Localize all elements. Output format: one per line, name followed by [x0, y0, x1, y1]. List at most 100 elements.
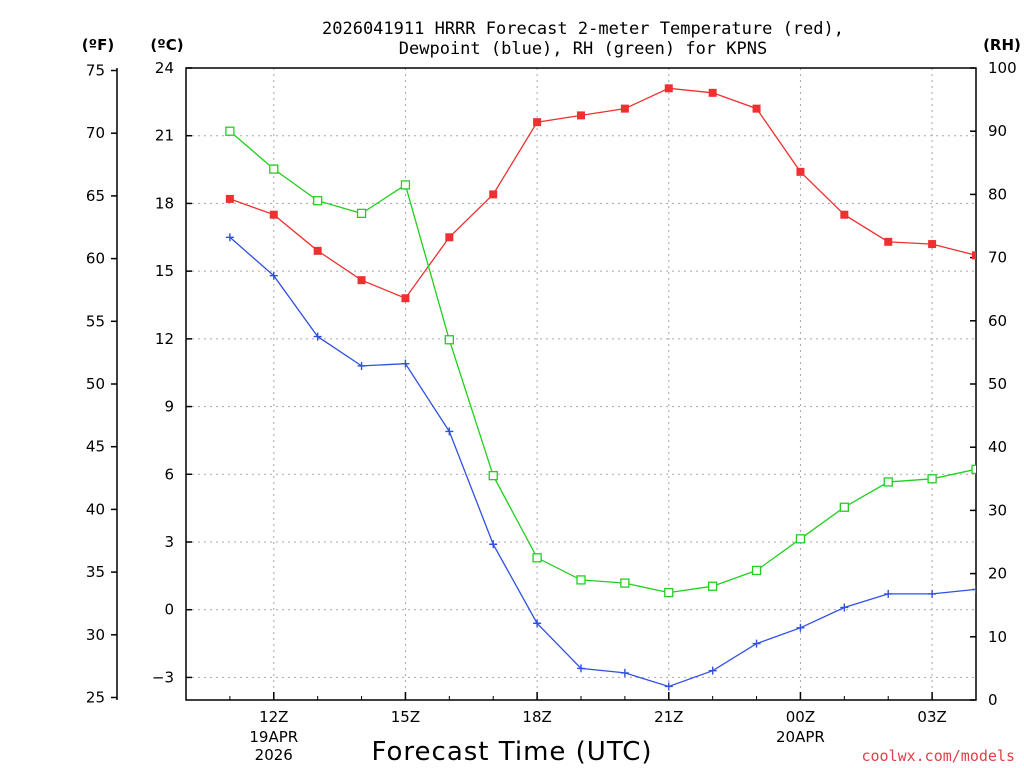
- temperature-point: [313, 246, 322, 255]
- x-tick-sublabel: 19APR: [249, 728, 298, 746]
- chart-title-line1: 2026041911 HRRR Forecast 2-meter Tempera…: [322, 19, 844, 39]
- fahrenheit-tick-label: 60: [86, 250, 105, 268]
- rh-point: [313, 196, 323, 206]
- dewpoint-point: [752, 639, 761, 648]
- rh-point: [708, 581, 718, 591]
- series-line: [229, 236, 976, 688]
- celsius-tick-label: 3: [164, 533, 174, 551]
- fahrenheit-tick-label: 65: [86, 187, 105, 205]
- celsius-tick-label: 9: [164, 398, 174, 416]
- temperature-point: [752, 104, 761, 113]
- temperature-point: [972, 251, 976, 260]
- rh-point: [532, 553, 542, 563]
- plot-frame: [185, 67, 977, 701]
- fahrenheit-tick-label: 50: [86, 375, 105, 393]
- axes-layer: [116, 67, 977, 701]
- x-tick-sublabel: 2026: [255, 746, 293, 764]
- dewpoint-point: [489, 540, 498, 549]
- rh-point: [971, 464, 976, 474]
- rh-tick-label: 80: [988, 185, 1007, 203]
- rh-tick-label: 40: [988, 438, 1007, 456]
- rh-tick-label: 10: [988, 628, 1007, 646]
- temperature-point: [928, 240, 937, 249]
- rh-point: [488, 470, 498, 481]
- rh-point: [1016, 446, 1024, 454]
- celsius-unit-label: (ºC): [150, 36, 183, 54]
- rh-point: [795, 534, 806, 544]
- temperature-point: [708, 88, 717, 97]
- temperature-point: [620, 104, 629, 113]
- rh-unit-label: (RH): [983, 36, 1021, 54]
- fahrenheit-tick-label: 30: [86, 626, 105, 644]
- celsius-tick-label: 21: [155, 127, 174, 145]
- rh-tick-label: 20: [988, 565, 1007, 583]
- dewpoint-point: [840, 603, 849, 612]
- x-tick-label: 18Z: [522, 708, 551, 726]
- rh-tick-label: 100: [988, 59, 1017, 77]
- x-tick-sublabel: 20APR: [776, 728, 825, 746]
- dewpoint-point: [357, 361, 366, 370]
- x-axis-label: Forecast Time (UTC): [371, 737, 652, 767]
- celsius-tick-label: 12: [155, 330, 174, 348]
- series-line: [229, 87, 976, 299]
- dewpoint-point: [269, 271, 278, 280]
- rh-point: [269, 164, 279, 174]
- dewpoint-point: [577, 664, 585, 673]
- rh-tick-label: 0: [988, 691, 998, 709]
- x-tick-label: 21Z: [654, 708, 683, 726]
- grid-layer: [186, 68, 976, 700]
- dewpoint-point: [1016, 576, 1024, 584]
- x-tick-label: 12Z: [259, 708, 288, 726]
- dewpoint-point: [708, 666, 717, 675]
- dewpoint-point: [796, 623, 805, 632]
- rh-point: [927, 474, 937, 484]
- rh-tick-label: 60: [988, 312, 1007, 330]
- temperature-point: [225, 194, 234, 203]
- series-temperature: [225, 84, 1024, 303]
- chart-title-line2: Dewpoint (blue), RH (green) for KPNS: [399, 39, 767, 59]
- rh-point: [751, 565, 762, 576]
- credit-text: coolwx.com/models: [861, 747, 1015, 765]
- rh-tick-label: 50: [988, 375, 1007, 393]
- x-tick-label: 03Z: [917, 708, 946, 726]
- rh-point: [576, 575, 586, 585]
- temperature-point: [489, 190, 498, 199]
- tick-layer: 24211815129630−3757065605550454035302510…: [86, 59, 1017, 764]
- x-tick-label: 15Z: [391, 708, 420, 726]
- dewpoint-point: [533, 619, 542, 628]
- dewpoint-point: [620, 668, 629, 677]
- fahrenheit-tick-label: 55: [86, 312, 105, 330]
- series-relative-humidity: [225, 126, 1024, 598]
- temperature-point: [796, 167, 805, 176]
- rh-point: [444, 335, 454, 345]
- rh-point: [356, 208, 367, 219]
- rh-point: [664, 587, 674, 598]
- rh-point: [400, 180, 411, 190]
- rh-point: [883, 477, 893, 487]
- dewpoint-point: [401, 359, 410, 368]
- series-dewpoint: [225, 233, 1024, 691]
- rh-tick-label: 70: [988, 249, 1007, 267]
- rh-point: [620, 578, 630, 588]
- x-tick-label: 00Z: [786, 708, 815, 726]
- temperature-point: [1016, 267, 1024, 275]
- celsius-tick-label: 24: [155, 59, 174, 77]
- series-layer: [225, 84, 1024, 691]
- celsius-tick-label: 18: [155, 194, 174, 212]
- temperature-point: [533, 118, 542, 127]
- fahrenheit-tick-label: 70: [86, 124, 105, 142]
- dewpoint-point: [664, 682, 673, 691]
- rh-point: [839, 502, 849, 512]
- rh-point: [225, 126, 235, 136]
- fahrenheit-tick-label: 75: [86, 62, 105, 80]
- dewpoint-point: [884, 589, 893, 598]
- fahrenheit-tick-label: 45: [86, 438, 105, 456]
- celsius-tick-label: 15: [155, 262, 174, 280]
- temperature-point: [840, 210, 849, 219]
- dewpoint-point: [225, 233, 234, 242]
- celsius-tick-label: 6: [164, 465, 174, 483]
- fahrenheit-tick-label: 40: [86, 500, 105, 518]
- temperature-point: [401, 294, 410, 303]
- fahrenheit-unit-label: (ºF): [82, 36, 114, 54]
